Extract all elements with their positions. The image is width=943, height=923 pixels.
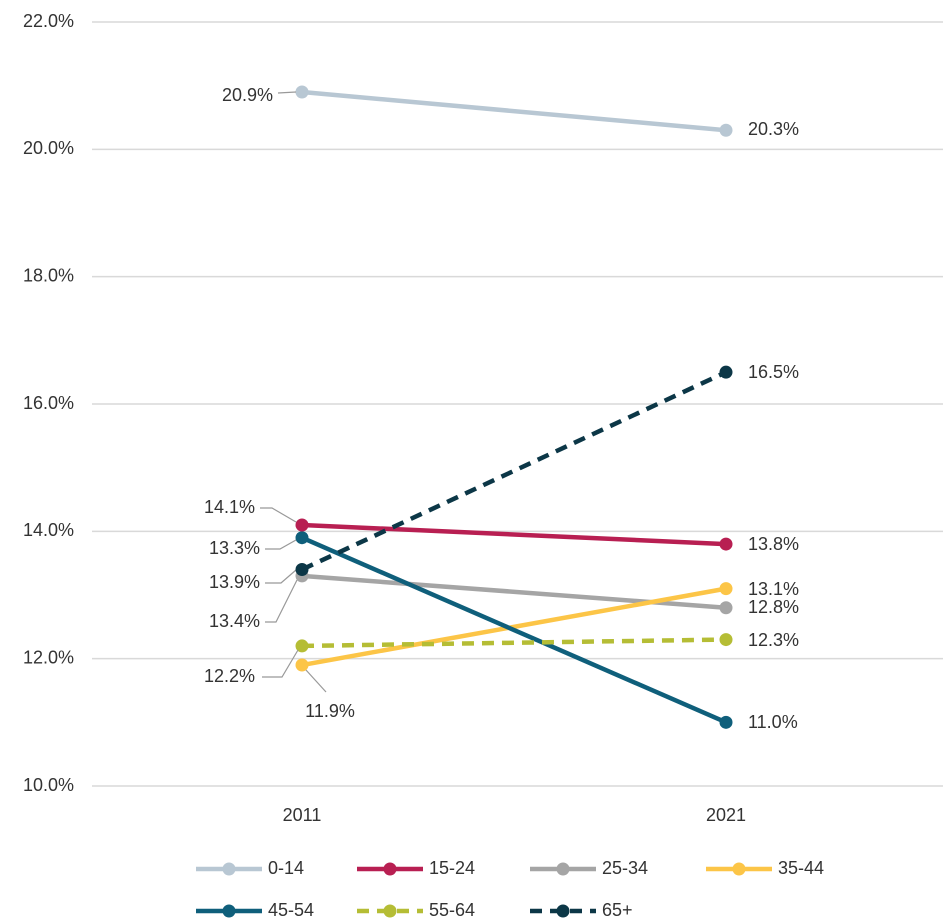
legend-marker [556,862,570,876]
data-label: 16.5% [748,362,799,382]
y-tick-label: 10.0% [23,775,74,795]
series-line [301,370,727,572]
data-label: 11.0% [748,712,798,732]
data-label: 12.8% [748,597,799,617]
data-label: 13.3% [209,538,260,558]
data-label: 13.8% [748,534,799,554]
legend-label: 55-64 [429,900,475,920]
series-line [301,535,727,725]
legend-marker [556,904,570,918]
y-tick-label: 18.0% [23,265,74,285]
data-point [719,715,733,729]
leader-line [265,539,297,550]
leader-line [265,579,298,623]
legend-marker [222,904,236,918]
data-point [719,123,733,137]
legend-marker [383,904,397,918]
leader-line [260,507,297,523]
data-point [719,537,733,551]
data-point [295,531,309,545]
leader-line [262,649,299,678]
data-point [295,518,309,532]
data-point [719,365,733,379]
y-tick-label: 20.0% [23,138,74,158]
data-label: 14.1% [204,497,255,517]
data-label: 11.9% [305,701,355,721]
data-label: 20.9% [222,85,273,105]
y-tick-label: 16.0% [23,393,74,413]
series-line [301,573,727,610]
data-label: 12.3% [748,630,799,650]
x-tick-label: 2011 [283,805,322,825]
legend-label: 45-54 [268,900,314,920]
data-point [719,601,733,615]
leader-line [265,569,297,584]
leader-line [305,669,327,693]
data-point [295,85,309,99]
y-tick-label: 14.0% [23,520,74,540]
data-label: 13.1% [748,579,799,599]
y-tick-label: 12.0% [23,647,74,667]
data-point [719,633,733,647]
data-point [295,639,309,653]
series-line [301,637,727,649]
legend-label: 25-34 [602,858,648,878]
series-line [301,522,727,547]
legend-label: 0-14 [268,858,304,878]
data-label: 12.2% [204,666,255,686]
legend-marker [383,862,397,876]
legend-label: 65+ [602,900,633,920]
legend-label: 15-24 [429,858,475,878]
leader-line [277,91,297,94]
data-point [295,658,309,672]
data-label: 13.4% [209,611,260,631]
series-line [301,89,727,133]
data-label: 20.3% [748,119,799,139]
legend-marker [732,862,746,876]
legend-label: 35-44 [778,858,824,878]
legend-marker [222,862,236,876]
data-point [295,563,309,577]
series-line [301,586,727,668]
data-point [719,582,733,596]
x-tick-label: 2021 [706,805,746,825]
data-label: 13.9% [209,572,260,592]
y-tick-label: 22.0% [23,11,74,31]
